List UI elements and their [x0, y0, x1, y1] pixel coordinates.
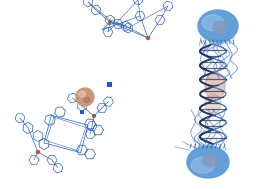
- Ellipse shape: [202, 155, 218, 166]
- FancyBboxPatch shape: [107, 82, 112, 87]
- Ellipse shape: [191, 157, 214, 173]
- Ellipse shape: [84, 98, 90, 102]
- Ellipse shape: [205, 77, 217, 91]
- Point: [92, 115, 96, 118]
- FancyBboxPatch shape: [80, 110, 84, 114]
- Ellipse shape: [79, 91, 86, 97]
- Ellipse shape: [205, 94, 221, 114]
- Ellipse shape: [205, 72, 225, 100]
- Point: [146, 36, 150, 40]
- Point: [36, 150, 40, 153]
- Ellipse shape: [187, 146, 229, 178]
- Circle shape: [76, 88, 94, 106]
- Point: [108, 20, 112, 23]
- Ellipse shape: [212, 22, 228, 33]
- Ellipse shape: [202, 15, 224, 31]
- Circle shape: [203, 154, 217, 167]
- Circle shape: [213, 21, 226, 34]
- Ellipse shape: [198, 10, 238, 42]
